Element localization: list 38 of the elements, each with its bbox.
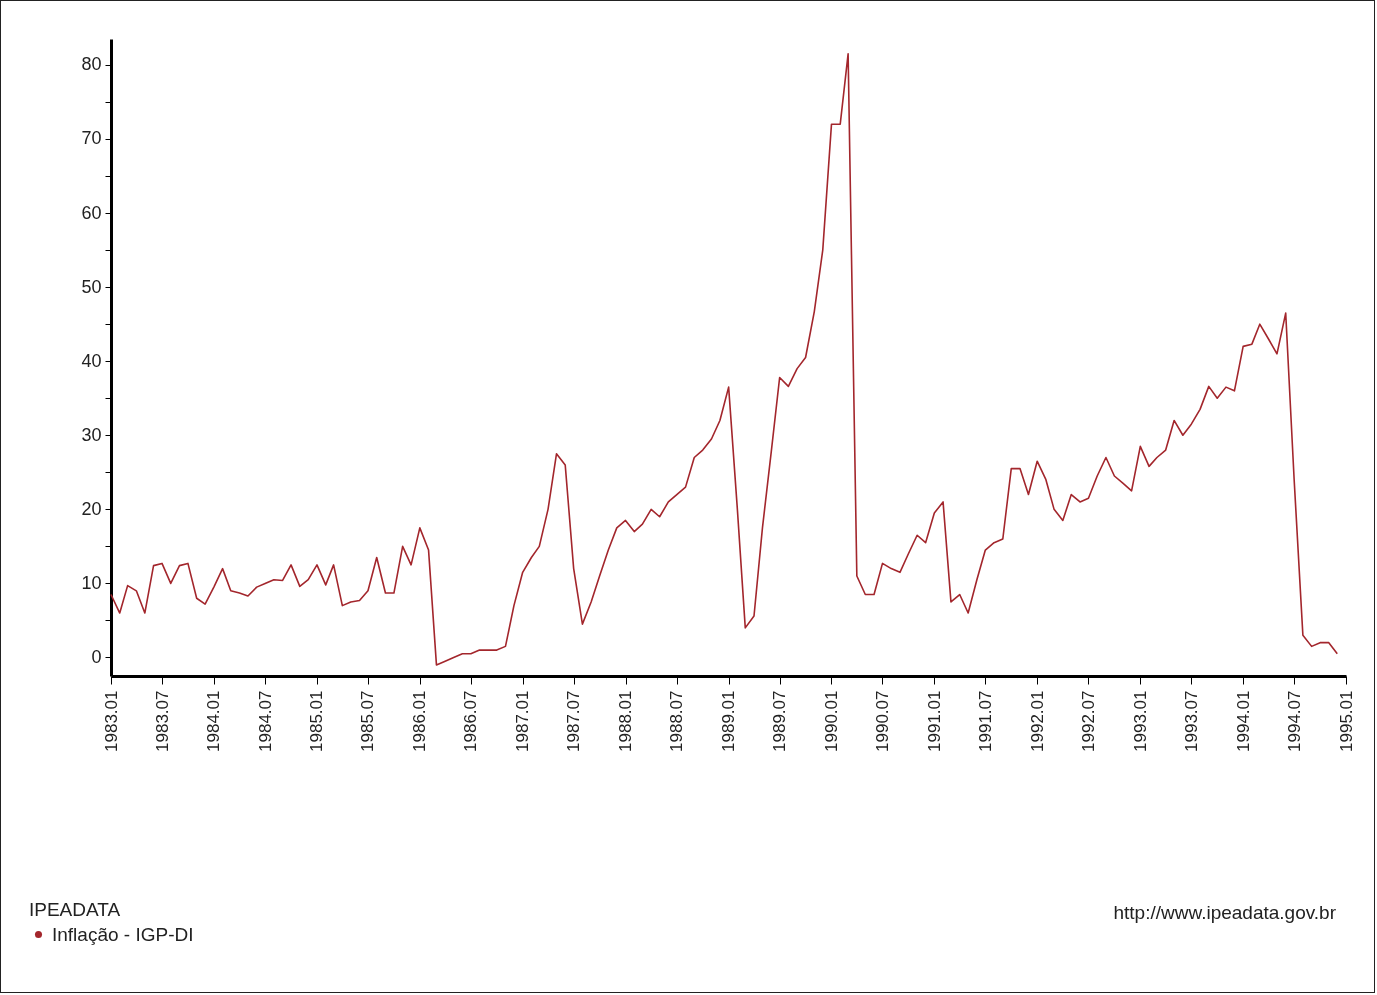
- x-tick-label: 1991.07: [975, 690, 995, 752]
- x-tick-label: 1984.07: [255, 690, 275, 752]
- x-tick-label: 1988.01: [616, 690, 636, 752]
- legend-label: Inflação - IGP-DI: [52, 923, 194, 945]
- x-tick-label: 1993.01: [1130, 690, 1150, 752]
- x-tick-label: 1988.07: [667, 690, 687, 752]
- x-tick-label: 1983.01: [101, 690, 121, 752]
- y-tick-label: 20: [81, 498, 102, 519]
- x-tick-label: 1990.07: [872, 690, 892, 752]
- x-tick-label: 1995.01: [1336, 690, 1356, 752]
- x-tick-label: 1990.01: [821, 690, 841, 752]
- y-tick-label: 30: [81, 424, 102, 445]
- x-tick-label: 1994.01: [1233, 690, 1253, 752]
- x-tick-label: 1989.07: [770, 690, 790, 752]
- y-tick-label: 50: [81, 276, 102, 297]
- y-tick-label: 70: [81, 128, 102, 149]
- y-tick-label: 40: [81, 350, 102, 371]
- x-tick-label: 1986.01: [410, 690, 430, 752]
- x-tick-label: 1987.01: [513, 690, 533, 752]
- x-tick-label: 1994.07: [1284, 690, 1304, 752]
- x-tick-label: 1985.01: [307, 690, 327, 752]
- y-tick-label: 10: [81, 572, 102, 593]
- x-tick-label: 1991.01: [924, 690, 944, 752]
- legend-title: IPEADATA: [29, 899, 121, 920]
- x-tick-label: 1992.01: [1027, 690, 1047, 752]
- x-tick-label: 1987.07: [564, 690, 584, 752]
- y-tick-label: 80: [81, 54, 102, 75]
- x-tick-label: 1985.07: [358, 690, 378, 752]
- x-tick-label: 1986.07: [461, 690, 481, 752]
- x-tick-label: 1984.01: [204, 690, 224, 752]
- text: http://www.ipeadata.gov.br: [1113, 902, 1337, 923]
- x-tick-label: 1992.07: [1078, 690, 1098, 752]
- x-tick-label: 1989.01: [719, 690, 739, 752]
- y-tick-label: 60: [81, 202, 102, 223]
- x-tick-label: 1983.07: [152, 690, 172, 752]
- x-tick-label: 1993.07: [1181, 690, 1201, 752]
- y-tick-label: 0: [91, 646, 102, 667]
- line-series: [110, 53, 1339, 666]
